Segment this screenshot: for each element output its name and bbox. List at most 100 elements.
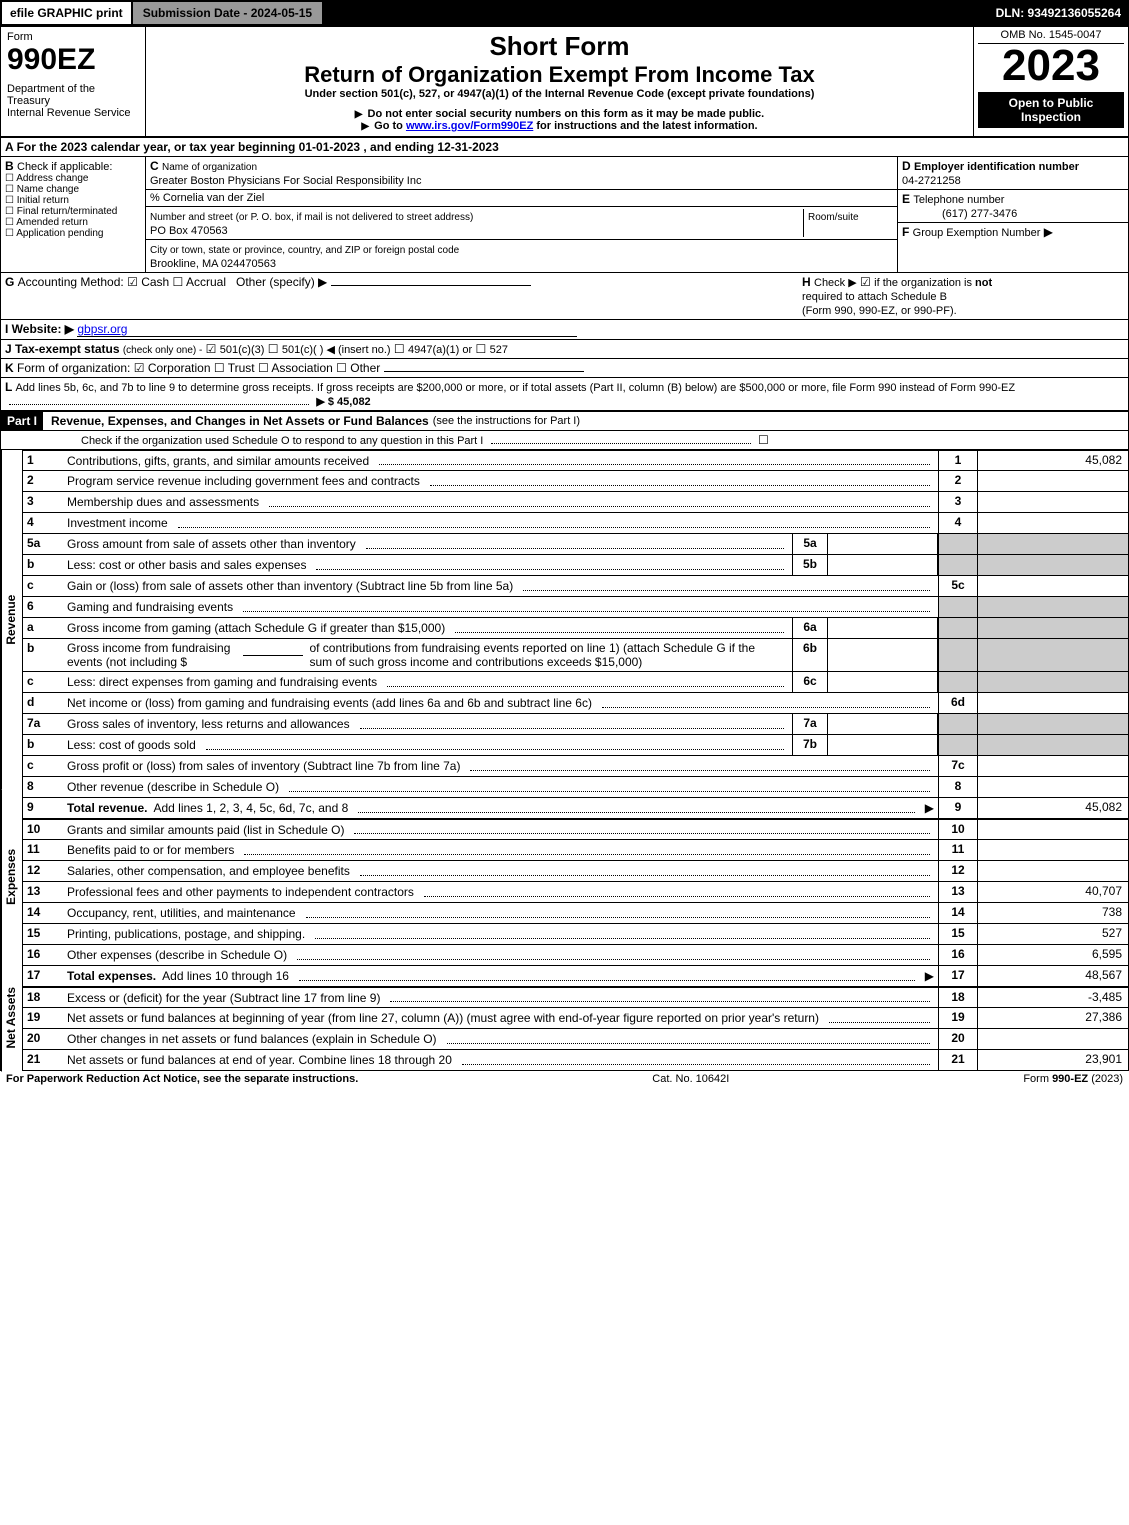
short-form: Short Form	[152, 31, 967, 62]
badge-line2: Inspection	[980, 110, 1122, 124]
j-o2: 501(c)( ) ◀ (insert no.)	[282, 344, 391, 356]
sub-line-number: 7a	[792, 714, 828, 734]
line-amount: 23,901	[978, 1050, 1128, 1070]
sub-line-number: 7b	[792, 735, 828, 755]
line-ref-shade	[938, 714, 978, 734]
k-row: K Form of organization: ☑ Corporation ☐ …	[0, 359, 1129, 378]
form-word: Form	[7, 31, 139, 43]
other-blank[interactable]	[384, 371, 584, 372]
line-row: 7aGross sales of inventory, less returns…	[22, 714, 1129, 735]
line-number: 20	[23, 1029, 63, 1049]
line-desc: Total revenue. Add lines 1, 2, 3, 4, 5c,…	[63, 798, 938, 818]
k-label: Form of organization:	[17, 361, 130, 375]
part-i-note: (see the instructions for Part I)	[429, 415, 580, 427]
line-amount: 48,567	[978, 966, 1128, 986]
checkbox-icon[interactable]: ☐	[214, 361, 228, 375]
line-ref: 13	[938, 882, 978, 902]
checkbox-icon[interactable]: ☐	[268, 342, 282, 356]
part-i-check: Check if the organization used Schedule …	[0, 431, 1129, 450]
line-row: 11Benefits paid to or for members11	[22, 840, 1129, 861]
checkbox-icon[interactable]: ☐	[5, 173, 16, 184]
sub-line-value	[828, 618, 938, 638]
line-amount-shade	[978, 672, 1128, 692]
line-number: 11	[23, 840, 63, 860]
line-amount	[978, 492, 1128, 512]
line-ref: 7c	[938, 756, 978, 776]
d-label: Employer identification number	[914, 161, 1079, 173]
checkbox-icon[interactable]: ☑	[127, 275, 141, 289]
line-number: c	[23, 576, 63, 596]
line-amount	[978, 576, 1128, 596]
form-header: Form 990EZ Department of the Treasury In…	[0, 26, 1129, 137]
line-ref: 20	[938, 1029, 978, 1049]
line-amount-shade	[978, 714, 1128, 734]
line-desc: Less: cost or other basis and sales expe…	[63, 555, 792, 575]
footer-right-b: 990-EZ	[1052, 1073, 1088, 1085]
org-name: Greater Boston Physicians For Social Res…	[150, 175, 421, 187]
arrow-icon	[361, 120, 371, 132]
line-desc: Printing, publications, postage, and shi…	[63, 924, 938, 944]
line-desc: Gaming and fundraising events	[63, 597, 938, 617]
lines-container: Revenue Expenses Net Assets 1Contributio…	[0, 450, 1129, 1071]
line-row: 3Membership dues and assessments3	[22, 492, 1129, 513]
footer-mid: Cat. No. 10642I	[358, 1073, 1023, 1085]
line-desc: Less: direct expenses from gaming and fu…	[63, 672, 792, 692]
line-desc: Program service revenue including govern…	[63, 471, 938, 491]
note2-pre: Go to	[374, 120, 406, 132]
checkbox-icon[interactable]: ☑	[206, 342, 220, 356]
b-opt: Address change	[16, 173, 88, 184]
line-ref: 4	[938, 513, 978, 533]
submission-date: Submission Date - 2024-05-15	[131, 0, 324, 26]
g-accrual: Accrual	[186, 275, 226, 289]
line-number: b	[23, 735, 63, 755]
checkbox-icon[interactable]: ☐	[258, 361, 271, 375]
line-desc: Gross income from fundraising events (no…	[63, 639, 792, 671]
h-text3: required to attach Schedule B	[802, 291, 947, 303]
b-label: Check if applicable:	[17, 161, 112, 173]
checkbox-icon[interactable]: ☐	[173, 275, 186, 289]
line-amount	[978, 840, 1128, 860]
other-blank[interactable]	[331, 285, 531, 286]
line-amount: 6,595	[978, 945, 1128, 965]
l-amount: ▶ $ 45,082	[316, 396, 370, 408]
topbar: efile GRAPHIC print Submission Date - 20…	[0, 0, 1129, 26]
website-link[interactable]: gbpsr.org	[77, 322, 577, 337]
line-desc: Total expenses. Add lines 10 through 16▶	[63, 966, 938, 986]
checkbox-icon[interactable]: ☐	[5, 195, 17, 206]
line-number: 6	[23, 597, 63, 617]
checkbox-icon[interactable]: ☐	[5, 228, 16, 239]
line-desc: Contributions, gifts, grants, and simila…	[63, 451, 938, 470]
checkbox-icon[interactable]: ☐	[5, 217, 16, 228]
line-amount: 45,082	[978, 451, 1128, 470]
checkbox-icon[interactable]: ☑	[134, 361, 148, 375]
checkbox-icon[interactable]: ☐	[394, 342, 408, 356]
j-row: J Tax-exempt status (check only one) - ☑…	[0, 340, 1129, 359]
line-ref-shade	[938, 672, 978, 692]
sub-line-number: 6b	[792, 639, 828, 671]
checkbox-icon[interactable]: ☐	[5, 184, 17, 195]
checkbox-icon[interactable]: ☑	[860, 275, 874, 289]
line-row: 1Contributions, gifts, grants, and simil…	[22, 450, 1129, 471]
line-number: 8	[23, 777, 63, 797]
sub-line-number: 6a	[792, 618, 828, 638]
line-row: 21Net assets or fund balances at end of …	[22, 1050, 1129, 1071]
line-amount	[978, 820, 1128, 839]
line-ref: 3	[938, 492, 978, 512]
footer-right-post: (2023)	[1091, 1073, 1123, 1085]
sub-line-value	[828, 672, 938, 692]
checkbox-icon[interactable]: ☐	[5, 206, 17, 217]
room-label: Room/suite	[808, 212, 859, 223]
part-i-title: Revenue, Expenses, and Changes in Net As…	[43, 414, 429, 428]
checkbox-icon[interactable]: ☐	[476, 342, 490, 356]
checkbox-icon[interactable]: ☐	[336, 361, 350, 375]
k-opt: Association	[271, 361, 332, 375]
netassets-side-label: Net Assets	[1, 964, 23, 1072]
irs-link[interactable]: www.irs.gov/Form990EZ	[406, 120, 533, 132]
form-number: 990EZ	[7, 43, 139, 77]
part-i-label: Part I	[1, 412, 43, 430]
line-ref: 5c	[938, 576, 978, 596]
checkbox-icon[interactable]: ☐	[758, 433, 769, 447]
badge-line1: Open to Public	[980, 96, 1122, 110]
k-opt: Other	[350, 361, 380, 375]
line-desc: Other changes in net assets or fund bala…	[63, 1029, 938, 1049]
